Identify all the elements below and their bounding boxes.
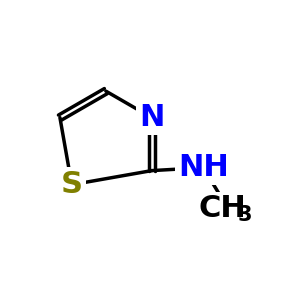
Text: NH: NH — [178, 153, 229, 182]
Text: CH: CH — [199, 194, 246, 224]
Text: N: N — [139, 103, 164, 132]
Text: S: S — [61, 170, 83, 199]
Text: 3: 3 — [237, 206, 252, 225]
